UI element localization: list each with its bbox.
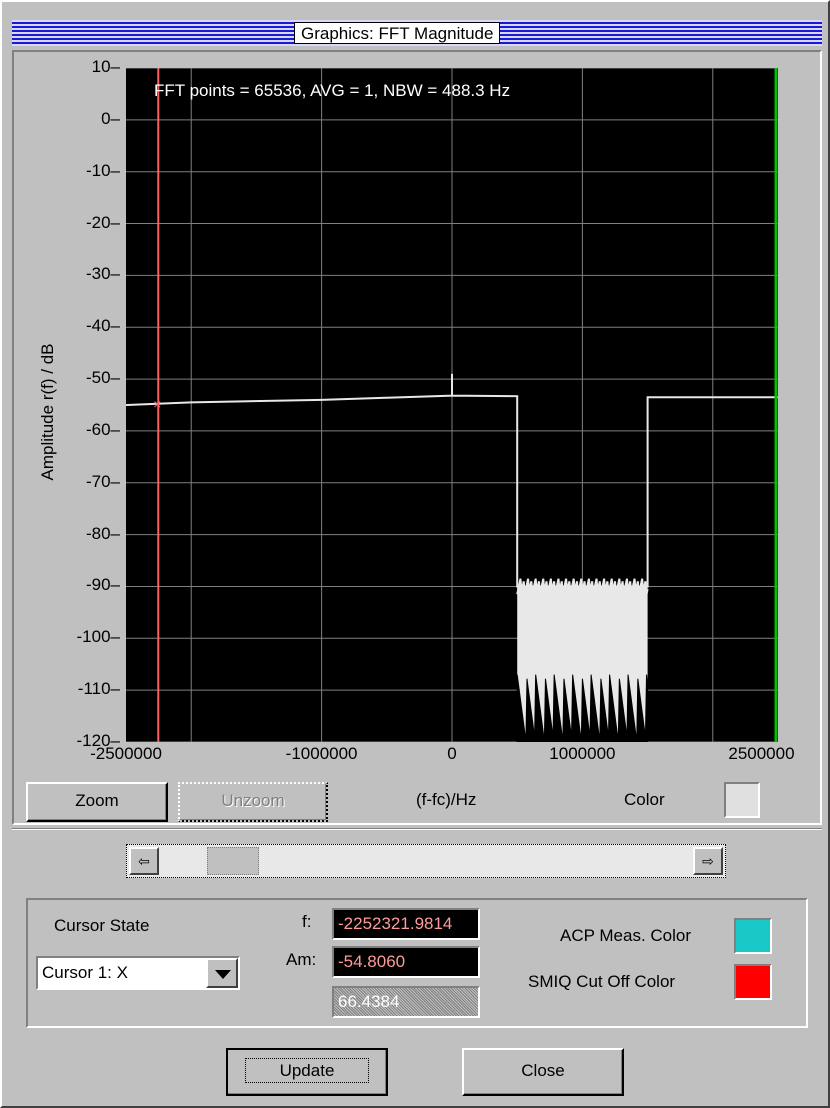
smiq-color-swatch[interactable] [734, 964, 772, 1000]
noise-floor-gaps [516, 674, 649, 742]
zoom-label: Zoom [75, 791, 119, 810]
cursor-group [26, 898, 808, 1028]
y-tick-label: -20– [85, 212, 120, 232]
plot-info-text: FFT points = 65536, AVG = 1, NBW = 488.3… [154, 81, 510, 100]
cursor-state-value: Cursor 1: X [42, 963, 128, 982]
title-bar[interactable]: Graphics: FFT Magnitude [12, 20, 822, 46]
plot-color-swatch[interactable] [724, 782, 760, 818]
zoom-button[interactable]: Zoom [26, 782, 168, 822]
y-tick-label: -70– [85, 471, 120, 491]
y-tick-label: -80– [85, 523, 120, 543]
close-button[interactable]: Close [462, 1048, 624, 1096]
noise-top-edge [516, 578, 649, 595]
y-tick-label: 0– [101, 108, 120, 128]
y-tick-label: 10– [91, 57, 120, 76]
y-tick-label: -10– [85, 160, 120, 180]
y-tick-label: -120– [76, 731, 120, 750]
am-label: Am: [286, 950, 317, 969]
y-tick-label: -30– [85, 264, 120, 284]
cursor-1-marker: × [153, 396, 161, 412]
f-value-field[interactable]: -2252321.9814 [332, 908, 480, 940]
y-tick-label: -100– [76, 627, 120, 647]
third-value-field: 66.4384 [332, 986, 480, 1018]
horizontal-scrollbar[interactable]: ⇦ ⇨ [126, 844, 726, 878]
f-label: f: [302, 912, 312, 931]
close-label: Close [521, 1061, 565, 1080]
cursor-state-select[interactable]: Cursor 1: X [36, 956, 240, 990]
unzoom-label: Unzoom [221, 791, 285, 810]
x-axis-label: (f-fc)/Hz [416, 790, 477, 809]
x-tick-label: 0 [447, 744, 457, 763]
x-tick-label: 1000000 [549, 744, 616, 763]
separator [12, 828, 822, 830]
x-tick-label: -1000000 [285, 744, 358, 763]
y-axis-label: Amplitude r(f) / dB [38, 343, 57, 481]
y-tick-label: -50– [85, 368, 120, 388]
update-button[interactable]: Update [226, 1048, 388, 1096]
fft-plot[interactable]: × FFT points = 65536, AVG = 1, NBW = 488.… [126, 68, 778, 742]
spectrum-trace [126, 373, 778, 588]
y-tick-label: -60– [85, 419, 120, 439]
scroll-right-arrow-icon[interactable]: ⇨ [693, 847, 723, 875]
y-tick-label: -90– [85, 575, 120, 595]
scroll-thumb[interactable] [207, 847, 259, 875]
update-label: Update [244, 1058, 370, 1083]
y-tick-label: -40– [85, 316, 120, 336]
cursor-state-label: Cursor State [54, 916, 150, 935]
color-label: Color [624, 790, 665, 809]
graph-panel [12, 50, 822, 825]
smiq-color-label: SMIQ Cut Off Color [528, 972, 676, 991]
scroll-left-arrow-icon[interactable]: ⇦ [129, 847, 159, 875]
x-tick-label: -2500000 [90, 744, 162, 763]
acp-color-label: ACP Meas. Color [560, 926, 692, 945]
chevron-down-icon[interactable] [206, 958, 238, 988]
am-value-field[interactable]: -54.8060 [332, 946, 480, 978]
x-tick-label: 2500000 [728, 744, 795, 763]
acp-color-swatch[interactable] [734, 918, 772, 954]
y-tick-label: -110– [77, 679, 120, 699]
window-title: Graphics: FFT Magnitude [294, 22, 501, 44]
unzoom-button[interactable]: Unzoom [178, 782, 328, 822]
